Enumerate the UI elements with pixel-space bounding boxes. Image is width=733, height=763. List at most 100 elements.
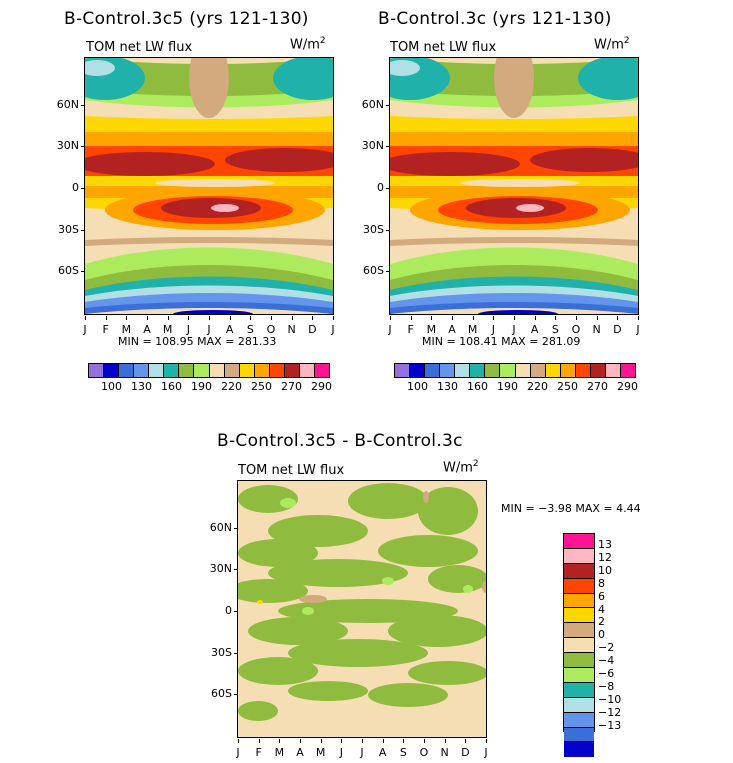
panel3-variable: TOM net LW flux (238, 463, 345, 478)
x-tick-mark (209, 316, 210, 320)
contour-np-teal-right (578, 58, 638, 100)
x-tick-label: F (255, 746, 262, 759)
panel3-minmax: MIN = −3.98 MAX = 4.44 (501, 502, 641, 515)
y-tick-mark (81, 230, 85, 231)
colorbar-swatch (564, 563, 594, 579)
colorbar-swatch (515, 364, 531, 377)
colorbar-label: −10 (598, 692, 622, 706)
colorbar-label: 6 (598, 589, 605, 603)
colorbar-label: 290 (311, 380, 332, 393)
y-tick-label: 30S (58, 223, 79, 236)
y-tick-mark (386, 188, 390, 189)
x-tick-label: A (448, 323, 456, 336)
colorbar-swatch (564, 668, 594, 683)
panel3-colorbar (563, 533, 595, 758)
panel3-units-exp: 2 (472, 459, 479, 469)
colorbar-label: −13 (598, 718, 622, 732)
x-tick-mark (229, 316, 231, 320)
colorbar-swatch (564, 727, 594, 743)
x-tick-mark (390, 316, 391, 320)
contour-nh-darkred (390, 152, 520, 176)
y-tick-label: 0 (72, 181, 79, 194)
colorbar-swatch (254, 364, 270, 377)
colorbar-label: 2 (598, 615, 605, 629)
x-tick-label: M (121, 323, 132, 336)
y-tick-mark (81, 271, 85, 272)
panel1-contour (85, 58, 333, 314)
colorbar-swatch (224, 364, 240, 377)
colorbar-swatch (164, 364, 180, 377)
contour-nh-darkred (85, 152, 215, 176)
y-tick-label: 30S (363, 223, 384, 236)
y-tick-label: 30S (211, 646, 232, 659)
colorbar-swatch (575, 364, 591, 377)
x-tick-label: A (143, 323, 151, 336)
y-tick-label: 0 (377, 181, 384, 194)
colorbar-label: 130 (131, 380, 152, 393)
colorbar-label: −4 (598, 654, 615, 668)
panel2-contour (390, 58, 638, 314)
y-tick-mark (386, 230, 390, 231)
x-tick-mark (238, 739, 239, 743)
x-tick-mark (638, 316, 639, 320)
colorbar-swatch (455, 364, 471, 377)
colorbar-swatch (564, 697, 594, 713)
contour-nh-darkred-2 (225, 148, 333, 172)
colorbar-swatch (425, 364, 441, 377)
x-tick-label: A (378, 746, 387, 759)
x-tick-mark (465, 739, 467, 743)
colorbar-swatch (284, 364, 300, 377)
x-tick-mark (250, 316, 252, 320)
x-tick-label: N (440, 746, 449, 759)
contour-diff-negative-patch (288, 681, 368, 701)
y-tick-mark (234, 611, 238, 612)
contour-diff-negative-patch (268, 515, 368, 547)
panel2-units-base: W/m (594, 37, 624, 53)
x-tick-label: J (360, 746, 364, 759)
colorbar-swatch (440, 364, 456, 377)
colorbar-label: 220 (527, 380, 548, 393)
contour-diff-light-green-patch (382, 577, 394, 585)
panel1-variable: TOM net LW flux (86, 40, 193, 55)
x-tick-label: S (246, 323, 254, 336)
colorbar-label: 12 (598, 550, 612, 564)
panel1-title: B-Control.3c5 (yrs 121-130) (64, 9, 309, 29)
x-tick-label: F (102, 323, 109, 336)
x-tick-label: N (592, 323, 601, 336)
panel3-units-base: W/m (443, 460, 473, 476)
colorbar-label: 100 (407, 380, 428, 393)
contour-np-lightblue (85, 60, 115, 76)
x-tick-mark (341, 739, 343, 743)
colorbar-swatch (410, 364, 426, 377)
contour-band-sp-blue (390, 302, 638, 314)
x-tick-mark (486, 739, 487, 743)
colorbar-swatch (194, 364, 210, 377)
x-tick-mark (452, 316, 453, 320)
colorbar-swatch (564, 534, 594, 549)
x-tick-label: J (207, 323, 211, 336)
panel2-units-exp: 2 (623, 36, 630, 46)
x-tick-label: O (266, 323, 276, 336)
colorbar-swatch (104, 364, 120, 377)
contour-diff-light-green-patch (463, 585, 473, 593)
contour-diff-negative-patch (238, 579, 308, 603)
x-tick-mark (472, 316, 474, 320)
colorbar-label: 270 (281, 380, 302, 393)
panel2-title: B-Control.3c (yrs 121-130) (378, 9, 612, 29)
x-tick-label: J (331, 323, 335, 336)
y-tick-mark (234, 694, 238, 695)
x-tick-mark (188, 316, 190, 320)
colorbar-label: 10 (598, 563, 612, 577)
colorbar-swatch (299, 364, 315, 377)
x-tick-mark (534, 316, 536, 320)
contour-diff-tan-patch (299, 595, 327, 603)
contour-sh-pink (211, 204, 239, 212)
x-tick-label: A (225, 323, 234, 336)
colorbar-swatch (564, 593, 594, 609)
contour-diff-negative-patch (348, 483, 428, 519)
contour-diff-light-green-patch (280, 498, 296, 508)
x-tick-label: J (388, 323, 392, 336)
contour-diff-negative-patch (428, 565, 486, 593)
colorbar-label: −6 (598, 667, 615, 680)
x-tick-label: S (551, 323, 559, 336)
